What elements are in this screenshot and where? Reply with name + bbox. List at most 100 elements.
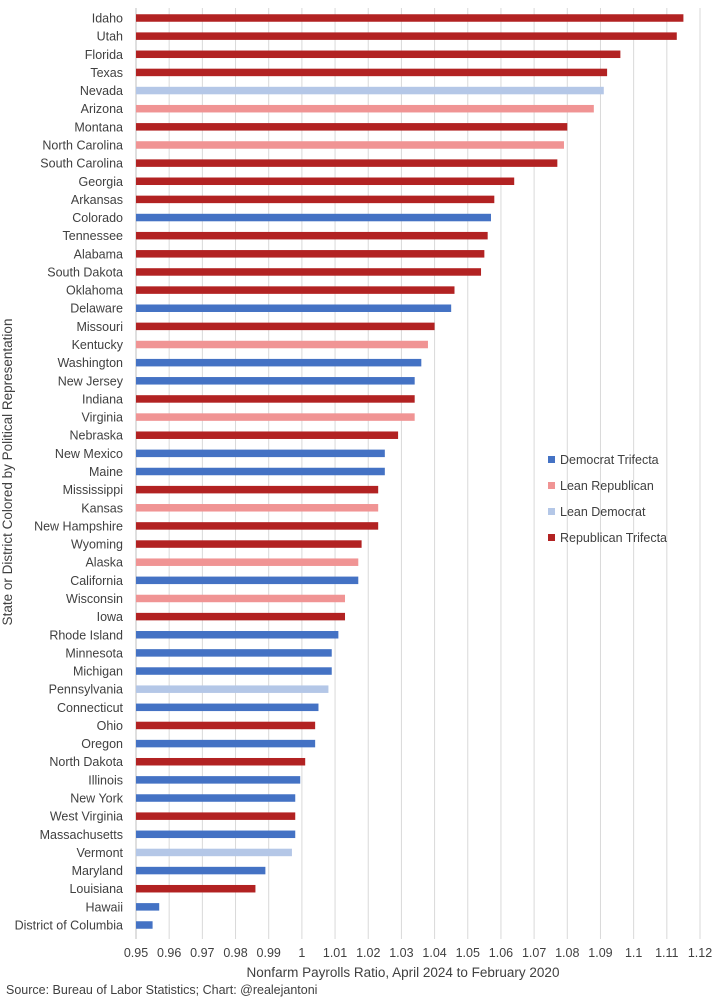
x-tick-label: 1.02 [356, 946, 380, 960]
bar [136, 195, 495, 204]
bar [136, 286, 455, 294]
bar [136, 159, 558, 167]
legend-swatch [548, 508, 555, 515]
category-label: New Jersey [58, 374, 124, 388]
bar [136, 322, 435, 331]
bar [136, 250, 485, 258]
bar [136, 649, 332, 657]
category-label: Tennessee [63, 229, 124, 243]
category-label: New York [70, 792, 124, 806]
x-tick-label: 1.07 [522, 946, 546, 960]
legend-label: Democrat Trifecta [560, 453, 659, 467]
category-label: Arkansas [71, 193, 123, 207]
bar [136, 340, 428, 349]
x-tick-label: 1.05 [456, 946, 480, 960]
bar [136, 903, 160, 911]
legend-label: Lean Democrat [560, 505, 646, 519]
category-label: Michigan [73, 665, 123, 679]
bar [136, 141, 564, 149]
bar [136, 576, 359, 585]
category-label: New Hampshire [34, 519, 123, 533]
x-tick-label: 0.96 [157, 946, 181, 960]
bar [136, 504, 379, 512]
bar [136, 32, 677, 40]
bar [136, 540, 362, 548]
legend-label: Lean Republican [560, 479, 654, 493]
bar [136, 631, 339, 639]
category-label: Montana [74, 120, 123, 134]
bar [136, 14, 684, 22]
category-label: Colorado [72, 211, 123, 225]
category-label: Nevada [80, 84, 123, 98]
bar [136, 358, 422, 367]
bar [136, 794, 296, 802]
category-label: New Mexico [55, 447, 123, 461]
bar [136, 830, 296, 839]
bar [136, 395, 415, 403]
category-label: Minnesota [65, 646, 123, 660]
category-label: South Carolina [40, 157, 123, 171]
bar [136, 485, 379, 494]
category-label: North Dakota [49, 755, 123, 769]
category-label: Kansas [81, 501, 123, 515]
category-label: Washington [57, 356, 123, 370]
category-label: Indiana [82, 392, 123, 406]
legend-label: Republican Trifecta [560, 531, 667, 545]
category-label: Wisconsin [66, 592, 123, 606]
category-label: South Dakota [47, 265, 123, 279]
legend: Democrat Trifecta Lean Republican Lean Dem… [548, 453, 667, 545]
category-label: Georgia [79, 175, 124, 189]
x-tick-label: 1.09 [588, 946, 612, 960]
bar [136, 50, 621, 59]
bar [136, 884, 256, 893]
bar [136, 431, 399, 439]
category-label: Oklahoma [66, 284, 123, 298]
legend-swatch [548, 456, 555, 463]
bar [136, 268, 482, 276]
category-labels: Idaho Utah Florida Texas Nevada Arizona Montan… [15, 12, 124, 933]
x-tick-label: 1.04 [422, 946, 446, 960]
x-tick-labels: 0.95 0.96 0.97 0.98 0.99 1 1.01 1.02 1.03 1.04 1.0… [124, 946, 712, 960]
bar [136, 721, 316, 730]
bar [136, 866, 266, 875]
category-label: Maryland [72, 864, 123, 878]
bar [136, 667, 332, 675]
bar [136, 304, 452, 312]
category-label: Rhode Island [49, 628, 123, 642]
x-tick-label: 0.95 [124, 946, 148, 960]
category-label: Hawaii [85, 900, 123, 914]
x-tick-label: 1.12 [688, 946, 712, 960]
bar [136, 123, 568, 131]
category-label: District of Columbia [15, 919, 123, 933]
x-tick-label: 1.11 [655, 946, 678, 960]
x-tick-label: 0.97 [190, 946, 214, 960]
category-label: Utah [97, 30, 123, 44]
category-label: Nebraska [70, 429, 124, 443]
bar [136, 213, 491, 222]
legend-swatch [548, 534, 555, 541]
bar [136, 776, 301, 784]
bar [136, 377, 415, 385]
bar [136, 522, 379, 530]
bar [136, 703, 319, 712]
x-axis-title: Nonfarm Payrolls Ratio, April 2024 to Fe… [247, 965, 560, 980]
category-label: Missouri [76, 320, 123, 334]
x-tick-label: 1 [298, 946, 305, 960]
bar [136, 812, 296, 820]
bar [136, 558, 359, 566]
category-label: Kentucky [72, 338, 124, 352]
x-tick-label: 1.01 [323, 946, 347, 960]
category-label: Massachusetts [40, 828, 123, 842]
bar [136, 177, 515, 186]
category-label: North Carolina [42, 138, 123, 152]
x-tick-label: 0.98 [223, 946, 247, 960]
category-label: Ohio [97, 719, 123, 733]
source-note: Source: Bureau of Labor Statistics; Char… [6, 983, 318, 997]
category-label: Maine [89, 465, 123, 479]
category-label: West Virginia [50, 810, 123, 824]
category-label: Mississippi [63, 483, 123, 497]
y-axis-title: State or District Colored by Political R… [0, 319, 15, 626]
bar [136, 449, 385, 458]
bar [136, 86, 604, 95]
